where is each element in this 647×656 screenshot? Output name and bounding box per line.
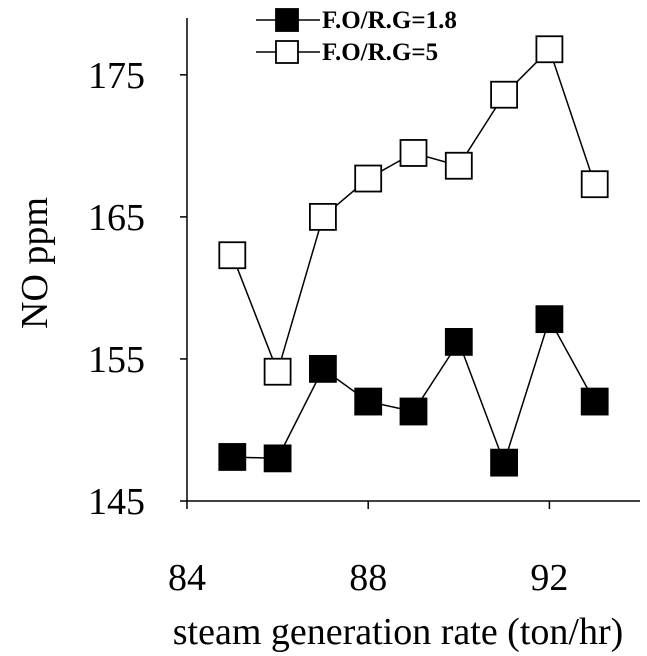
legend-label: F.O/R.G=1.8 — [322, 7, 457, 34]
y-tick-label: 165 — [88, 197, 145, 239]
data-point — [490, 80, 519, 109]
legend: F.O/R.G=1.8 F.O/R.G=5 — [256, 7, 457, 66]
x-tick-label: 92 — [530, 557, 568, 599]
data-point — [354, 387, 383, 416]
data-point — [308, 202, 337, 231]
data-point — [444, 327, 473, 356]
axes — [186, 18, 640, 502]
legend-label: F.O/R.G=5 — [322, 39, 438, 66]
series-2 — [218, 35, 609, 386]
data-point — [354, 164, 383, 193]
data-point — [263, 444, 292, 473]
ticks: 145 155 165 175 84 88 92 — [88, 55, 568, 599]
x-tick-label: 84 — [168, 557, 206, 599]
data-point — [263, 357, 292, 386]
data-point — [308, 354, 337, 383]
legend-marker — [275, 40, 299, 64]
data-point — [490, 448, 519, 477]
data-point — [399, 397, 428, 426]
x-tick-label: 88 — [349, 557, 387, 599]
y-tick-label: 175 — [88, 55, 145, 97]
legend-marker — [275, 8, 299, 32]
data-point — [218, 443, 247, 471]
data-point — [535, 305, 564, 334]
series-layer — [218, 35, 609, 477]
data-point — [399, 139, 428, 167]
data-point — [580, 387, 609, 416]
y-tick-label: 155 — [88, 339, 145, 381]
y-tick-label: 145 — [88, 481, 145, 523]
y-axis-title: NO ppm — [14, 197, 56, 329]
data-point — [218, 241, 247, 270]
x-axis-title: steam generation rate (ton/hr) — [173, 611, 624, 653]
data-point — [535, 35, 564, 64]
series-1 — [218, 305, 609, 477]
data-point — [580, 170, 609, 199]
data-point — [444, 151, 473, 180]
